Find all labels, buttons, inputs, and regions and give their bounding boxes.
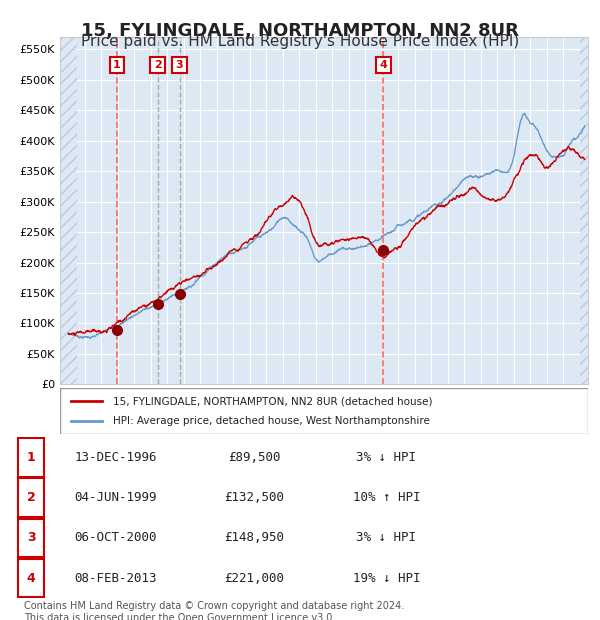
Text: £132,500: £132,500 [224, 491, 284, 504]
Text: 13-DEC-1996: 13-DEC-1996 [74, 451, 157, 464]
FancyBboxPatch shape [18, 438, 44, 477]
Text: Contains HM Land Registry data © Crown copyright and database right 2024.
This d: Contains HM Land Registry data © Crown c… [24, 601, 404, 620]
Text: 1: 1 [26, 451, 35, 464]
FancyBboxPatch shape [18, 559, 44, 598]
Text: Price paid vs. HM Land Registry's House Price Index (HPI): Price paid vs. HM Land Registry's House … [81, 34, 519, 49]
Text: 3% ↓ HPI: 3% ↓ HPI [356, 451, 416, 464]
Text: 1: 1 [113, 60, 121, 70]
Text: 2: 2 [154, 60, 161, 70]
Text: 2: 2 [26, 491, 35, 504]
Text: 4: 4 [379, 60, 387, 70]
Text: £89,500: £89,500 [227, 451, 280, 464]
Text: £148,950: £148,950 [224, 531, 284, 544]
FancyBboxPatch shape [18, 478, 44, 517]
Text: 08-FEB-2013: 08-FEB-2013 [74, 572, 157, 585]
Text: 3: 3 [176, 60, 184, 70]
FancyBboxPatch shape [18, 518, 44, 557]
Text: 4: 4 [26, 572, 35, 585]
Text: 15, FYLINGDALE, NORTHAMPTON, NN2 8UR: 15, FYLINGDALE, NORTHAMPTON, NN2 8UR [81, 22, 519, 40]
Text: 15, FYLINGDALE, NORTHAMPTON, NN2 8UR (detached house): 15, FYLINGDALE, NORTHAMPTON, NN2 8UR (de… [113, 396, 432, 407]
Text: 10% ↑ HPI: 10% ↑ HPI [353, 491, 420, 504]
Text: 06-OCT-2000: 06-OCT-2000 [74, 531, 157, 544]
Text: HPI: Average price, detached house, West Northamptonshire: HPI: Average price, detached house, West… [113, 416, 430, 426]
Text: 19% ↓ HPI: 19% ↓ HPI [353, 572, 420, 585]
Bar [60, 37, 77, 384]
Text: £221,000: £221,000 [224, 572, 284, 585]
Text: 04-JUN-1999: 04-JUN-1999 [74, 491, 157, 504]
FancyBboxPatch shape [60, 388, 588, 434]
Bar [580, 37, 588, 384]
Text: 3% ↓ HPI: 3% ↓ HPI [356, 531, 416, 544]
Text: 3: 3 [26, 531, 35, 544]
